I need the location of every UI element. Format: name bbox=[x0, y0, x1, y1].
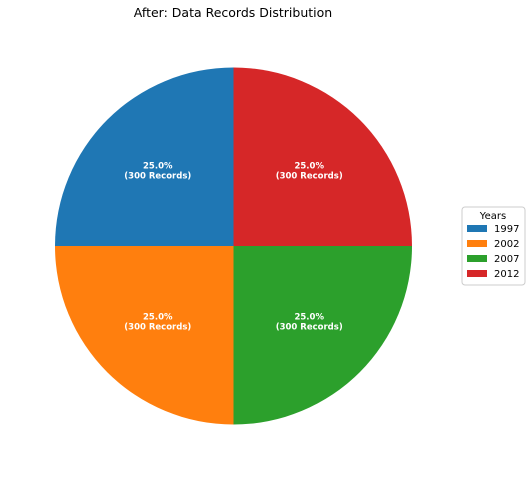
slice-percent-label: 25.0% bbox=[143, 161, 173, 171]
slice-percent-label: 25.0% bbox=[294, 161, 324, 171]
slice-records-label: (300 Records) bbox=[276, 171, 343, 181]
legend-title: Years bbox=[479, 211, 506, 222]
legend-items: 1997 2002 2007 2012 bbox=[467, 224, 519, 280]
slice-records-label: (300 Records) bbox=[124, 171, 191, 181]
legend-swatch-1997 bbox=[467, 225, 487, 232]
slice-label-2012: 25.0% (300 Records) bbox=[276, 161, 343, 181]
chart-title: After: Data Records Distribution bbox=[134, 5, 332, 20]
legend: Years 1997 2002 2007 2012 bbox=[461, 206, 526, 286]
slice-percent-label: 25.0% bbox=[294, 313, 324, 323]
legend-swatch-2007 bbox=[467, 255, 487, 262]
legend-label-2007: 2007 bbox=[494, 254, 519, 265]
pie-slices bbox=[55, 67, 413, 425]
legend-swatch-2012 bbox=[467, 270, 487, 277]
pie-slice-2007 bbox=[233, 246, 413, 425]
legend-label-2012: 2012 bbox=[494, 269, 519, 280]
legend-label-1997: 1997 bbox=[494, 224, 519, 235]
legend-label-2002: 2002 bbox=[494, 239, 519, 250]
slice-label-2007: 25.0% (300 Records) bbox=[276, 313, 343, 333]
slice-percent-label: 25.0% bbox=[143, 313, 173, 323]
pie-slice-2002 bbox=[55, 246, 234, 425]
pie-labels: 25.0% (300 Records)25.0% (300 Records)25.0… bbox=[124, 161, 343, 332]
slice-records-label: (300 Records) bbox=[124, 323, 191, 333]
slice-records-label: (300 Records) bbox=[276, 323, 343, 333]
pie-slice-2012 bbox=[233, 67, 412, 246]
slice-label-1997: 25.0% (300 Records) bbox=[124, 161, 191, 181]
legend-swatch-2002 bbox=[467, 240, 487, 247]
pie-slice-1997 bbox=[55, 67, 234, 246]
slice-label-2002: 25.0% (300 Records) bbox=[124, 313, 191, 333]
